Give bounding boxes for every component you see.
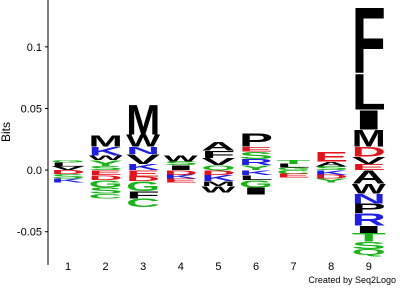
letter: M xyxy=(201,181,237,188)
letter: S xyxy=(89,186,125,196)
letter: S xyxy=(314,166,354,172)
letter: M xyxy=(126,96,160,144)
y-tick-label: 0.0 xyxy=(27,165,42,177)
letter: F xyxy=(201,150,235,161)
letter: R xyxy=(239,157,273,167)
x-tick-label: 7 xyxy=(291,261,297,273)
x-tick-label: 1 xyxy=(65,261,71,273)
letter: S xyxy=(51,174,88,181)
letter: I xyxy=(352,225,388,236)
letter: C xyxy=(89,193,123,200)
letter: L xyxy=(51,162,85,168)
letter: S xyxy=(164,161,204,167)
letter: G xyxy=(126,179,160,194)
letter: D xyxy=(314,175,351,181)
letter: P xyxy=(352,201,386,216)
letter: S xyxy=(239,151,274,162)
letter: K xyxy=(239,170,273,177)
letter: W xyxy=(89,155,126,162)
letter: D xyxy=(51,170,88,176)
letter: D xyxy=(352,145,386,160)
letter: Q xyxy=(201,165,239,172)
letter: G xyxy=(239,179,273,190)
letter: E xyxy=(277,173,317,179)
letter: K xyxy=(164,175,201,181)
letter: W xyxy=(164,153,202,163)
letter: L xyxy=(277,164,311,170)
y-tick-label: 0.05 xyxy=(21,103,42,115)
letter: M xyxy=(89,134,123,151)
letter: K xyxy=(314,170,348,177)
letter: D xyxy=(126,176,160,183)
letter: T xyxy=(277,160,320,166)
x-tick-label: 3 xyxy=(140,261,146,273)
letter: I xyxy=(352,104,386,135)
letter: T xyxy=(352,231,389,245)
letter: V xyxy=(352,156,387,167)
letter: K xyxy=(201,173,239,183)
letter: I xyxy=(164,165,200,172)
letter: V xyxy=(51,166,91,172)
y-tick-label: -0.05 xyxy=(17,227,42,239)
letter: E xyxy=(126,168,162,178)
letter: N xyxy=(126,146,160,157)
letter: A xyxy=(201,139,236,153)
letter: P xyxy=(239,130,273,151)
letter: N xyxy=(352,191,386,206)
letter: E xyxy=(352,162,388,172)
y-axis-label: Bits xyxy=(0,122,13,142)
x-tick-label: 8 xyxy=(328,261,334,273)
letter: V xyxy=(201,157,236,168)
letter: R xyxy=(352,211,386,230)
letter: L xyxy=(239,175,273,182)
letter: G xyxy=(89,179,123,190)
footer: Created by Seq2Logo xyxy=(308,275,396,285)
letter: E xyxy=(239,147,276,154)
x-tick-label: 9 xyxy=(366,261,372,273)
letter: E xyxy=(89,170,126,177)
letter: W xyxy=(126,132,162,151)
x-tick-label: 5 xyxy=(215,261,221,273)
letter: E xyxy=(314,149,348,164)
letter: K xyxy=(89,144,124,158)
letter: A xyxy=(352,167,387,188)
letter: G xyxy=(277,167,315,171)
letter: C xyxy=(277,170,314,176)
letter: I xyxy=(239,187,275,198)
y-tick-label: 0.1 xyxy=(27,42,42,54)
letter: L xyxy=(352,64,386,121)
letter: F xyxy=(352,0,386,93)
letter: F xyxy=(126,190,160,201)
letter: G xyxy=(51,160,89,164)
letter: Y xyxy=(89,158,125,168)
letter: W xyxy=(352,182,386,197)
letter: Y xyxy=(239,165,276,172)
letter: S xyxy=(89,166,129,172)
letter: S xyxy=(352,241,387,252)
letter: A xyxy=(314,161,348,168)
x-tick-label: 6 xyxy=(253,261,259,273)
letter: Y xyxy=(314,178,354,184)
letter: C xyxy=(126,196,161,210)
letter: V xyxy=(126,152,163,167)
letter: K xyxy=(51,178,88,184)
letter: D xyxy=(89,175,123,182)
letter: K xyxy=(126,162,164,172)
letter: E xyxy=(164,178,204,184)
letter: D xyxy=(201,170,235,177)
letter: W xyxy=(201,184,239,194)
letter: D xyxy=(164,170,198,177)
x-tick-label: 4 xyxy=(178,261,184,273)
x-tick-label: 2 xyxy=(103,261,109,273)
letter: Q xyxy=(352,247,388,257)
letter: M xyxy=(352,126,386,153)
